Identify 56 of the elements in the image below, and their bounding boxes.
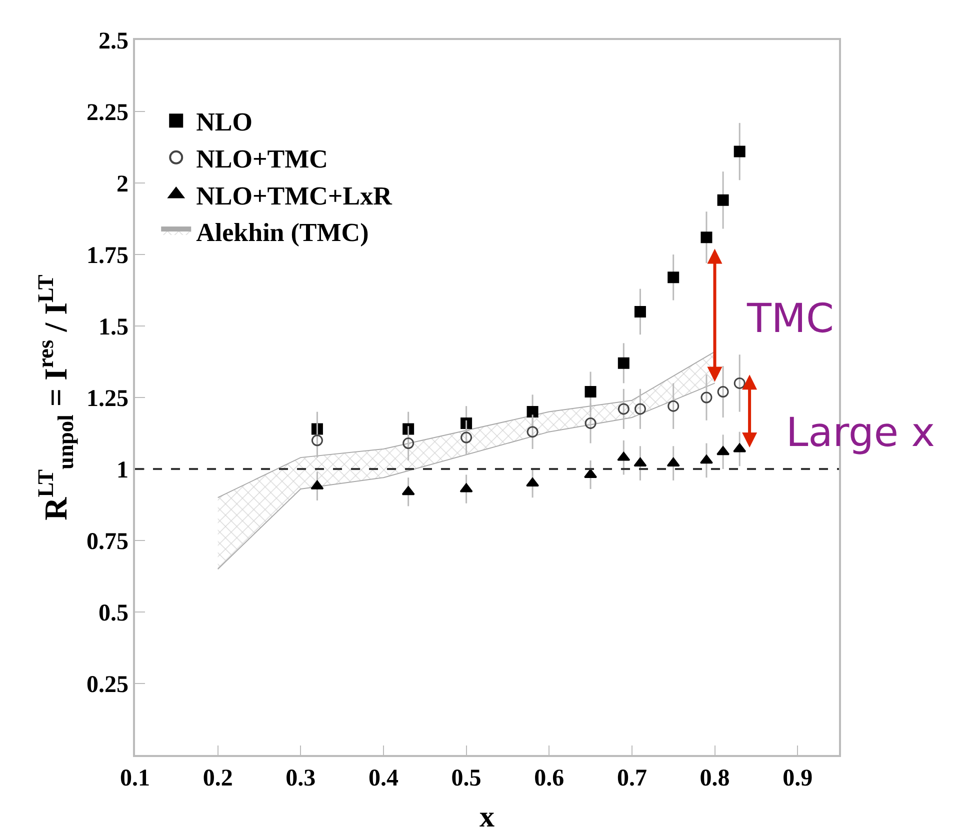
point [310, 480, 324, 490]
x-tick-label: 0.1 [120, 766, 150, 792]
point [700, 454, 713, 464]
legend-label: NLO+TMC [196, 144, 328, 174]
point [734, 146, 746, 158]
point [700, 392, 712, 404]
point [668, 272, 680, 284]
y-tick-label: 2.5 [98, 28, 128, 54]
x-tick-label: 0.7 [616, 766, 647, 792]
x-axis-title: x [480, 800, 494, 834]
y-tick-label: 0.25 [86, 672, 128, 698]
point [666, 458, 680, 467]
point [716, 446, 730, 456]
x-tick-label: 0.9 [782, 766, 813, 792]
point [668, 400, 680, 412]
x-tick-label: 0.2 [202, 766, 233, 792]
point [717, 194, 729, 206]
y-tick-label: 2.25 [86, 100, 128, 126]
point [700, 232, 712, 244]
legend-label: NLO [196, 108, 252, 137]
point [618, 357, 630, 369]
point [734, 377, 746, 389]
point [460, 483, 473, 492]
point [402, 438, 414, 450]
point [526, 426, 538, 438]
x-tick-label: 0.4 [368, 766, 398, 792]
y-tick-label: 1 [116, 457, 128, 484]
point [311, 434, 323, 446]
y-tick-label: 0.5 [98, 600, 128, 626]
annotation: TMC [746, 296, 834, 342]
y-tick-label: 1.5 [98, 314, 128, 340]
annotation: Large x [786, 410, 935, 456]
point [526, 478, 540, 487]
point [526, 406, 538, 418]
point [584, 386, 596, 398]
x-tick-label: 0.8 [700, 766, 730, 792]
point [617, 452, 630, 461]
x-tick-label: 0.5 [451, 766, 482, 792]
x-tick-label: 0.3 [286, 766, 316, 792]
y-tick-label: 0.75 [86, 528, 128, 555]
point [733, 443, 746, 452]
point [634, 458, 647, 467]
point [717, 386, 729, 398]
y-tick-label: 2 [116, 171, 128, 198]
legend-label: NLO+TMC+LxR [196, 181, 392, 210]
point [460, 432, 472, 444]
y-tick-label: 1.25 [86, 386, 128, 412]
x-tick-label: 0.6 [534, 766, 564, 792]
point [634, 403, 646, 415]
point [584, 417, 596, 429]
point [402, 486, 415, 496]
point [634, 306, 646, 318]
y-tick-label: 1.75 [86, 242, 128, 269]
point [584, 468, 598, 478]
legend-label: Alekhin (TMC) [196, 218, 369, 248]
point [618, 403, 630, 415]
